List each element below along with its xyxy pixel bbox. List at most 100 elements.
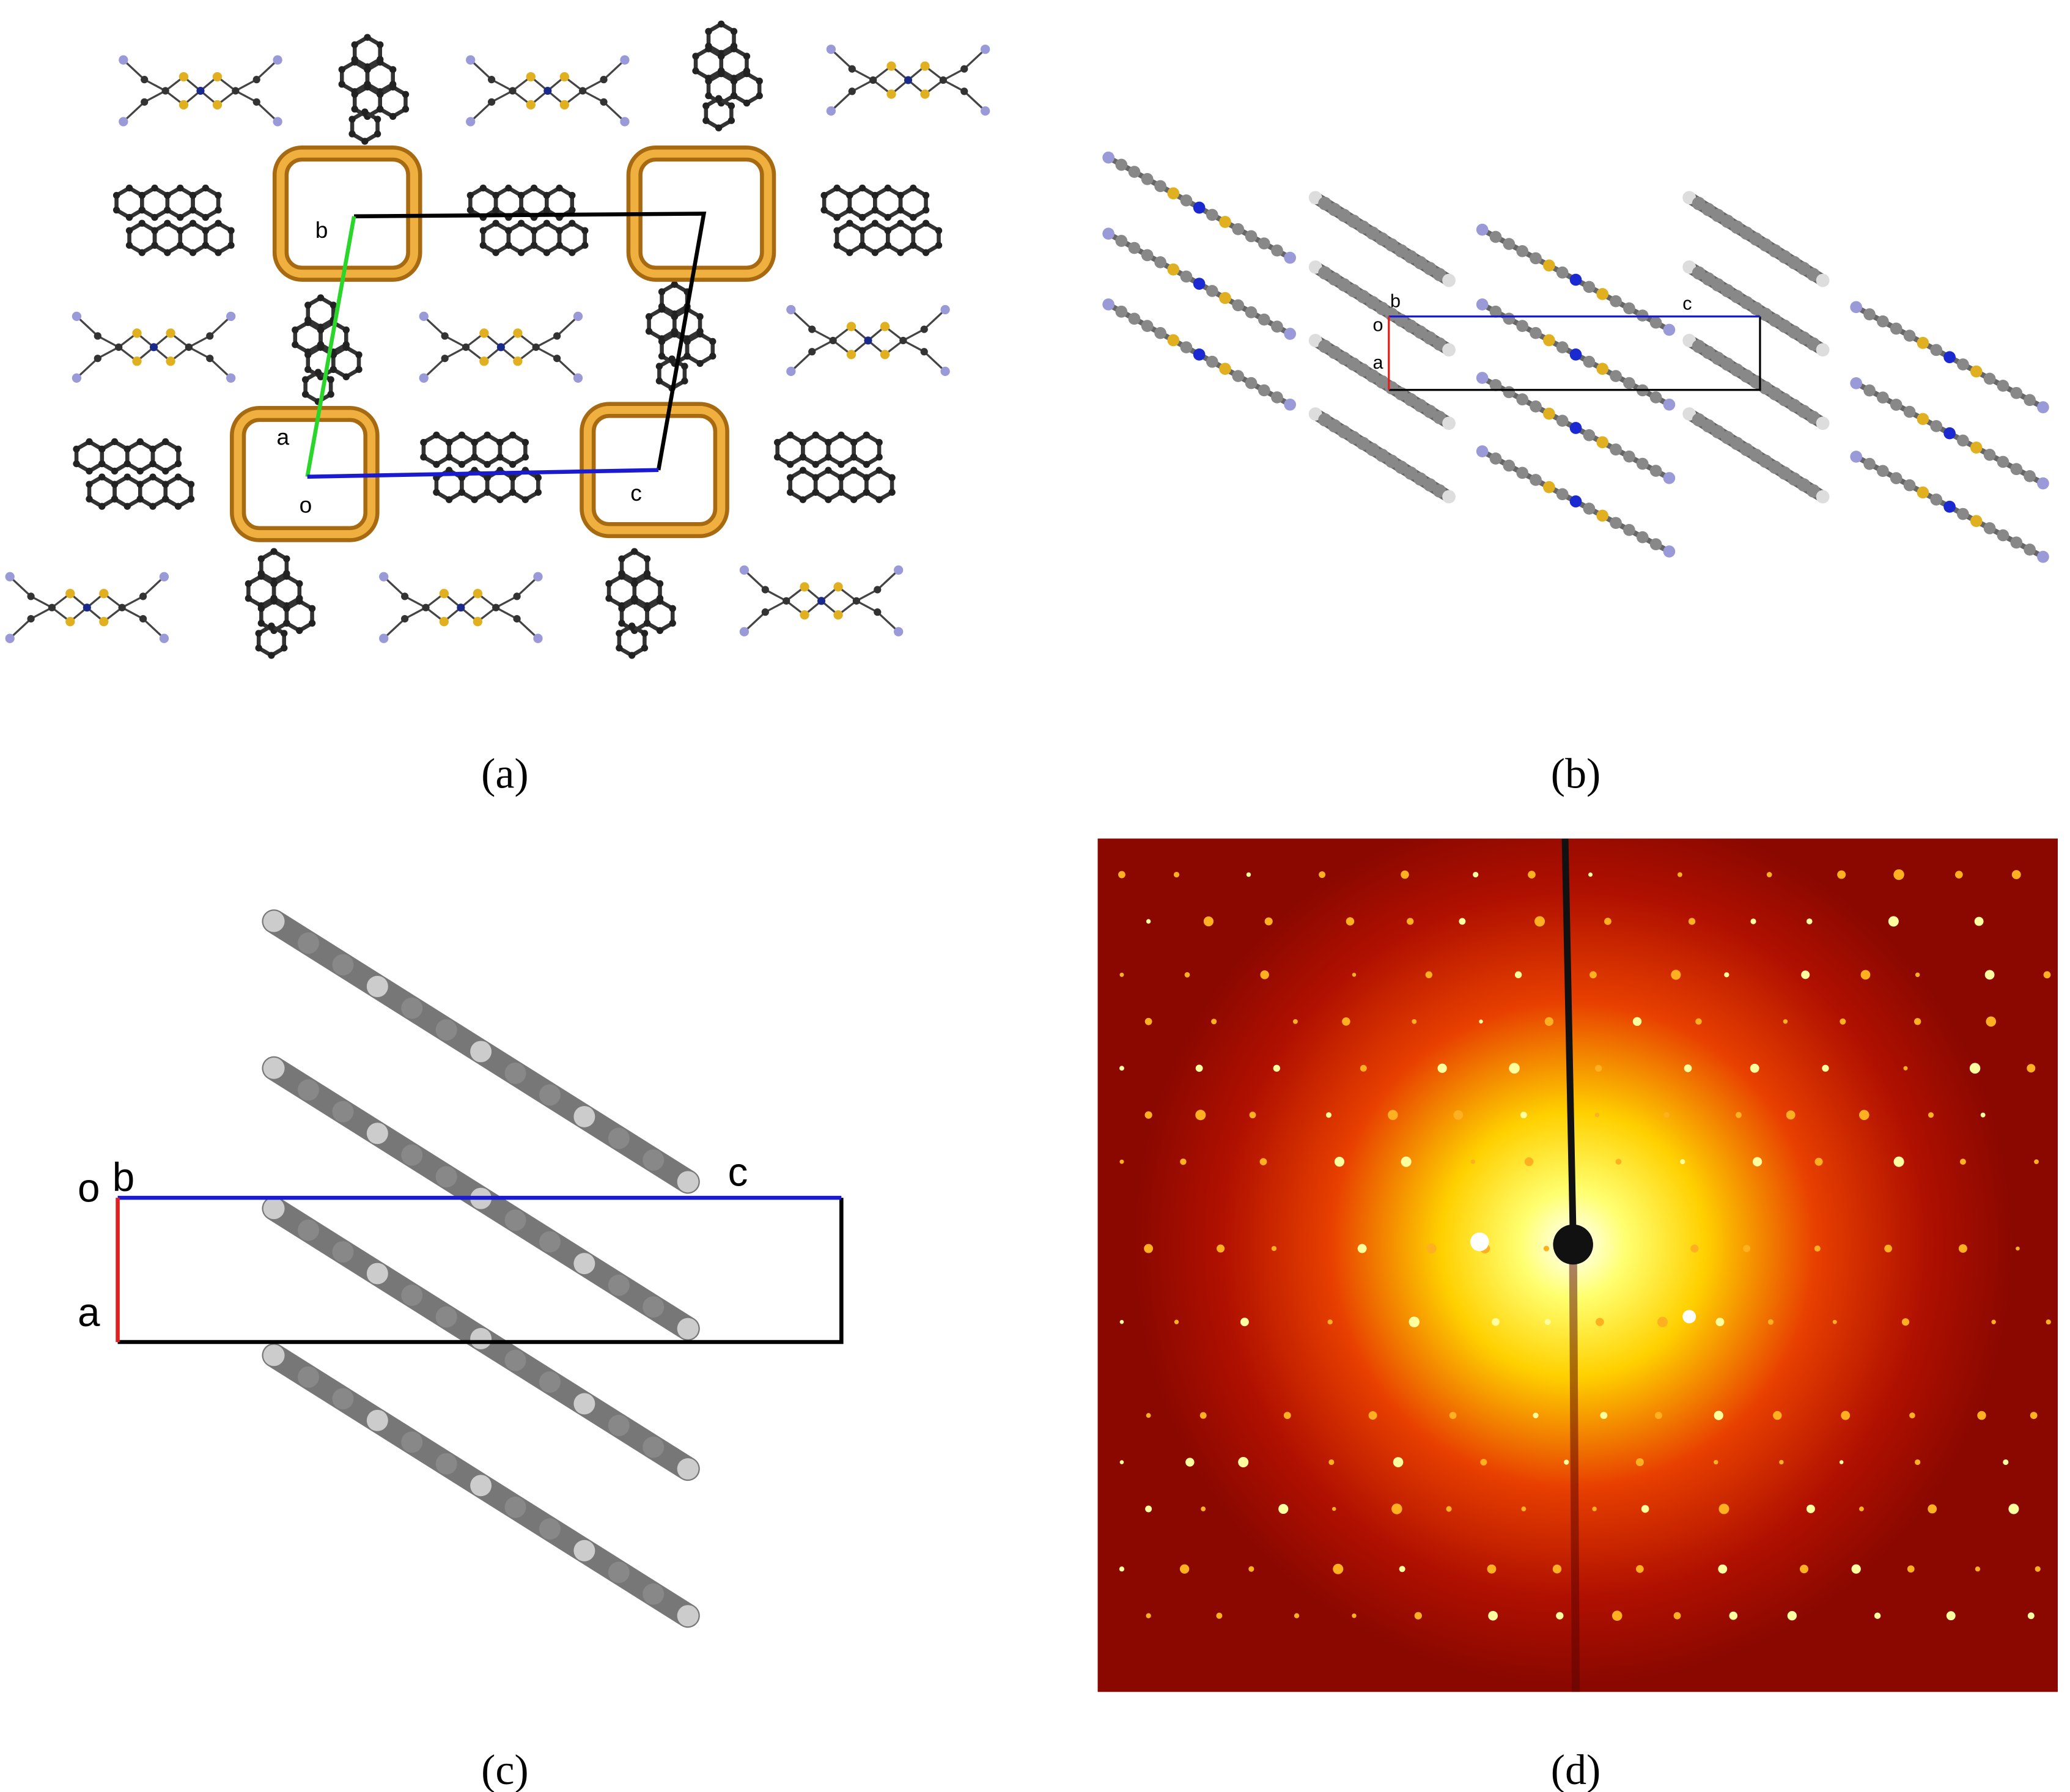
atom	[1258, 237, 1270, 249]
atom	[2024, 394, 2036, 407]
atom	[435, 1306, 457, 1328]
carbon	[441, 332, 449, 340]
diffraction-spot	[1119, 1066, 1124, 1071]
atom	[177, 242, 184, 249]
diffraction-spot	[2046, 1319, 2051, 1325]
diffraction-spot	[1283, 1412, 1291, 1419]
atom	[86, 495, 93, 503]
diffraction-spot	[1773, 1410, 1782, 1420]
atom	[1778, 319, 1792, 333]
carbon	[920, 348, 928, 356]
atom	[1423, 478, 1437, 492]
diffraction-spot	[2016, 1246, 2020, 1251]
atom	[573, 1393, 595, 1415]
atom	[471, 496, 478, 503]
diffraction-spot	[1146, 919, 1151, 924]
atom	[164, 206, 171, 214]
atom	[1711, 425, 1725, 439]
atom	[838, 431, 845, 439]
nitrogen	[533, 572, 543, 581]
atom	[296, 580, 303, 588]
atom	[1903, 405, 1916, 418]
diffraction-spot	[1901, 1318, 1910, 1326]
atom	[151, 227, 158, 234]
atom	[327, 391, 334, 398]
atom	[308, 619, 316, 627]
nitrogen	[226, 373, 236, 383]
nitrogen	[739, 565, 750, 575]
atom	[702, 102, 710, 109]
atom	[283, 619, 290, 627]
carbon	[115, 343, 123, 351]
atom	[458, 474, 466, 481]
atom	[1943, 427, 1956, 440]
atom	[727, 117, 735, 124]
panel-b	[1102, 151, 2049, 563]
atom	[858, 184, 866, 192]
ring	[498, 432, 528, 467]
atom	[658, 352, 666, 360]
axis-b	[305, 216, 356, 477]
atom	[125, 227, 133, 234]
atom	[470, 1475, 492, 1497]
atom	[509, 431, 517, 439]
diffraction-spot	[1264, 917, 1273, 926]
diffraction-spot	[1446, 1506, 1452, 1512]
atom	[504, 1062, 526, 1084]
atom	[1890, 472, 1902, 484]
atom	[1983, 372, 1996, 385]
sulfur	[99, 589, 109, 599]
carbon	[829, 336, 837, 345]
ring	[163, 474, 193, 509]
atom	[705, 92, 712, 100]
atom	[677, 1171, 699, 1193]
atom	[1569, 273, 1582, 286]
atom	[730, 77, 738, 85]
bond	[122, 89, 279, 123]
diffraction-spot	[1180, 1158, 1187, 1165]
atom	[86, 438, 93, 446]
atom	[1530, 400, 1542, 413]
nitrogen	[533, 633, 543, 643]
diffraction-spot	[1488, 1610, 1498, 1621]
atom	[1596, 288, 1609, 300]
atom	[270, 548, 278, 555]
carbon	[27, 592, 35, 600]
atom	[492, 206, 499, 214]
atom	[569, 249, 576, 256]
atom	[846, 219, 853, 227]
atom	[215, 206, 222, 214]
ring	[468, 185, 498, 220]
atom	[435, 1166, 457, 1188]
ring	[203, 221, 234, 256]
nitrogen	[786, 366, 796, 377]
axis-c	[307, 468, 659, 479]
atom	[534, 474, 542, 481]
atom	[1797, 478, 1811, 492]
atom	[111, 481, 119, 488]
atom	[1318, 413, 1332, 427]
diffraction-spot	[1201, 1506, 1206, 1511]
atom	[922, 191, 930, 199]
diffraction-spot	[1594, 1112, 1600, 1118]
atom	[1543, 481, 1555, 493]
metal	[543, 86, 552, 95]
atom	[257, 572, 265, 580]
carbon	[960, 87, 968, 95]
atom	[1167, 334, 1180, 347]
diffraction-spot	[1718, 1503, 1729, 1514]
atom	[631, 597, 638, 605]
metal	[457, 603, 465, 612]
atom	[1997, 455, 2009, 468]
carbon	[899, 336, 907, 345]
atom	[786, 431, 794, 439]
atom	[871, 249, 879, 256]
atom	[377, 41, 384, 48]
atom	[897, 219, 904, 227]
diffraction-spot	[1195, 1064, 1203, 1072]
metal	[149, 343, 158, 352]
atom	[850, 496, 858, 503]
atom	[1730, 363, 1744, 377]
atom	[1115, 235, 1128, 247]
atom	[1983, 449, 1996, 461]
